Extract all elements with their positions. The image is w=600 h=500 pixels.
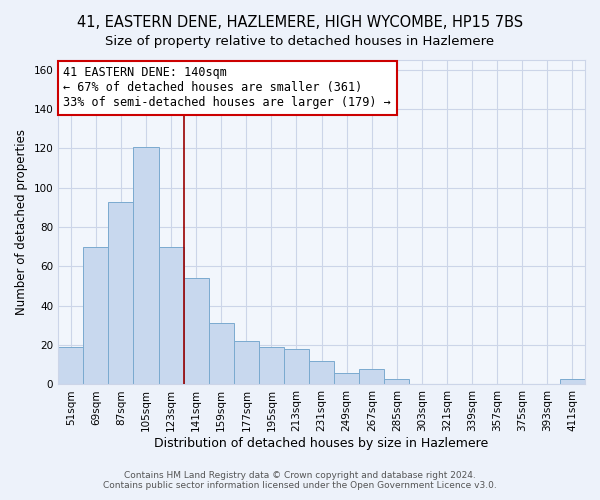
Bar	[58, 347, 83, 385]
Text: Size of property relative to detached houses in Hazlemere: Size of property relative to detached ho…	[106, 35, 494, 48]
Bar	[184, 278, 209, 384]
Bar	[109, 202, 133, 384]
Text: Contains HM Land Registry data © Crown copyright and database right 2024.
Contai: Contains HM Land Registry data © Crown c…	[103, 470, 497, 490]
Bar	[158, 247, 184, 384]
Bar	[309, 361, 334, 384]
Bar	[83, 247, 109, 384]
Bar	[259, 347, 284, 385]
Bar	[209, 324, 234, 384]
Bar	[234, 341, 259, 384]
Bar	[133, 146, 158, 384]
Text: 41, EASTERN DENE, HAZLEMERE, HIGH WYCOMBE, HP15 7BS: 41, EASTERN DENE, HAZLEMERE, HIGH WYCOMB…	[77, 15, 523, 30]
Bar	[385, 378, 409, 384]
Bar	[359, 368, 385, 384]
Bar	[284, 349, 309, 384]
X-axis label: Distribution of detached houses by size in Hazlemere: Distribution of detached houses by size …	[154, 437, 489, 450]
Bar	[560, 378, 585, 384]
Y-axis label: Number of detached properties: Number of detached properties	[15, 129, 28, 315]
Text: 41 EASTERN DENE: 140sqm
← 67% of detached houses are smaller (361)
33% of semi-d: 41 EASTERN DENE: 140sqm ← 67% of detache…	[64, 66, 391, 110]
Bar	[334, 372, 359, 384]
